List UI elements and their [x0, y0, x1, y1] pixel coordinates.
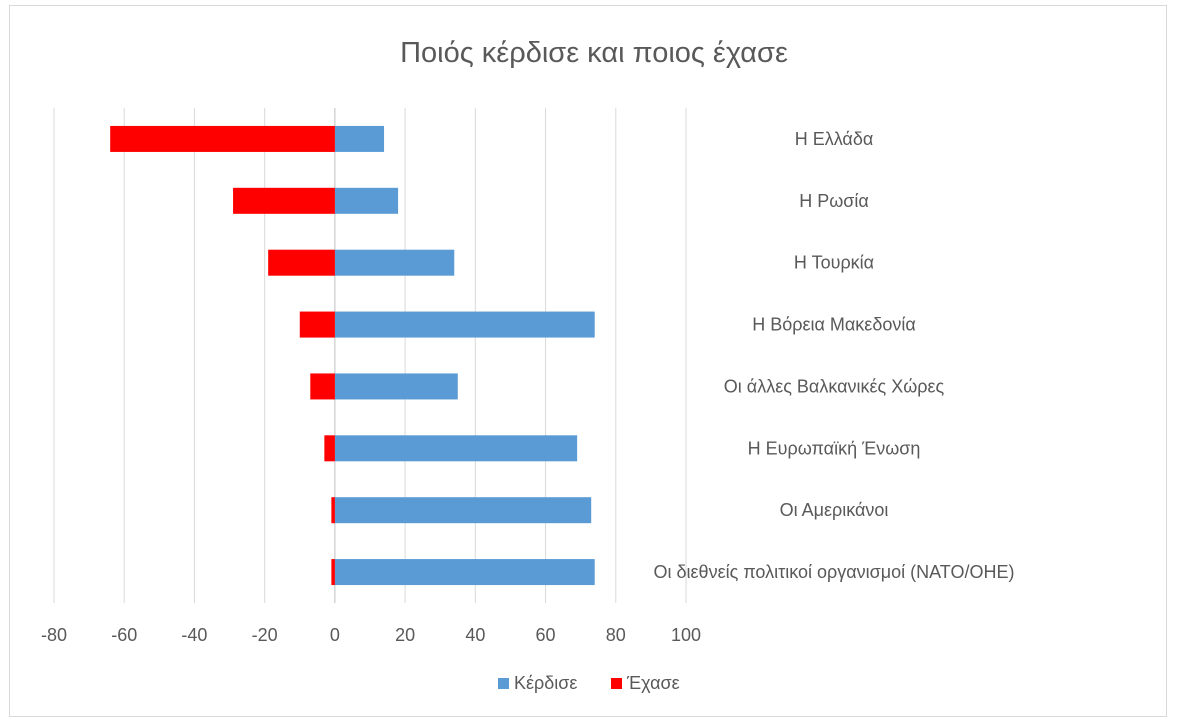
- legend: Κέρδισε Έχασε: [498, 673, 680, 693]
- x-tick-label: 60: [536, 625, 556, 645]
- bar-gained-6: [334, 497, 592, 524]
- bar-lost-2: [268, 249, 335, 276]
- x-tick-label: -20: [252, 625, 278, 645]
- category-label: Η Ευρωπαϊκή Ένωση: [748, 438, 921, 458]
- bar-gained-4: [334, 373, 458, 400]
- legend-label-1: Έχασε: [626, 673, 680, 693]
- gridlines: [53, 108, 687, 603]
- bar-gained-5: [334, 435, 578, 462]
- legend-swatch-1: [611, 678, 622, 689]
- legend-swatch-0: [498, 678, 509, 689]
- category-label: Η Τουρκία: [794, 253, 874, 273]
- bar-gained-2: [334, 249, 455, 276]
- bar-gained-0: [334, 125, 385, 152]
- bar-lost-3: [299, 311, 335, 338]
- category-label: Οι διεθνείς πολιτικοί οργανισμοί (ΝΑΤΟ/Ο…: [654, 562, 1015, 582]
- legend-label-0: Κέρδισε: [514, 673, 577, 693]
- bar-lost-0: [110, 125, 335, 152]
- bar-lost-7: [331, 559, 335, 586]
- x-tick-label: 0: [330, 625, 340, 645]
- bars: [110, 125, 595, 586]
- category-label: Η Ρωσία: [799, 191, 869, 211]
- chart-frame: [9, 5, 1167, 717]
- bar-gained-3: [334, 311, 595, 338]
- chart-title: Ποιός κέρδισε και ποιος έχασε: [400, 37, 788, 69]
- x-tick-label: 80: [606, 625, 626, 645]
- category-label: Η Βόρεια Μακεδονία: [752, 315, 916, 335]
- x-tick-label: 40: [465, 625, 485, 645]
- bar-gained-7: [334, 559, 595, 586]
- x-tick-label: -80: [41, 625, 67, 645]
- bar-lost-6: [331, 497, 335, 524]
- bar-gained-1: [334, 187, 399, 214]
- x-tick-label: 20: [395, 625, 415, 645]
- category-label: Η Ελλάδα: [795, 129, 874, 149]
- x-tick-label: 100: [671, 625, 701, 645]
- x-tick-label: -40: [181, 625, 207, 645]
- x-tick-label: -60: [111, 625, 137, 645]
- category-labels: Η Ελλάδα Η Ρωσία Η Τουρκία Η Βόρεια Μακεδον…: [654, 129, 1015, 582]
- x-axis-ticks: -80 -60 -40 -20 0 20 40 60 80 100: [41, 625, 701, 645]
- bar-lost-5: [324, 435, 335, 462]
- bar-lost-4: [310, 373, 335, 400]
- category-label: Οι άλλες Βαλκανικές Χώρες: [724, 376, 945, 396]
- category-label: Οι Αμερικάνοι: [780, 500, 889, 520]
- bar-lost-1: [233, 187, 335, 214]
